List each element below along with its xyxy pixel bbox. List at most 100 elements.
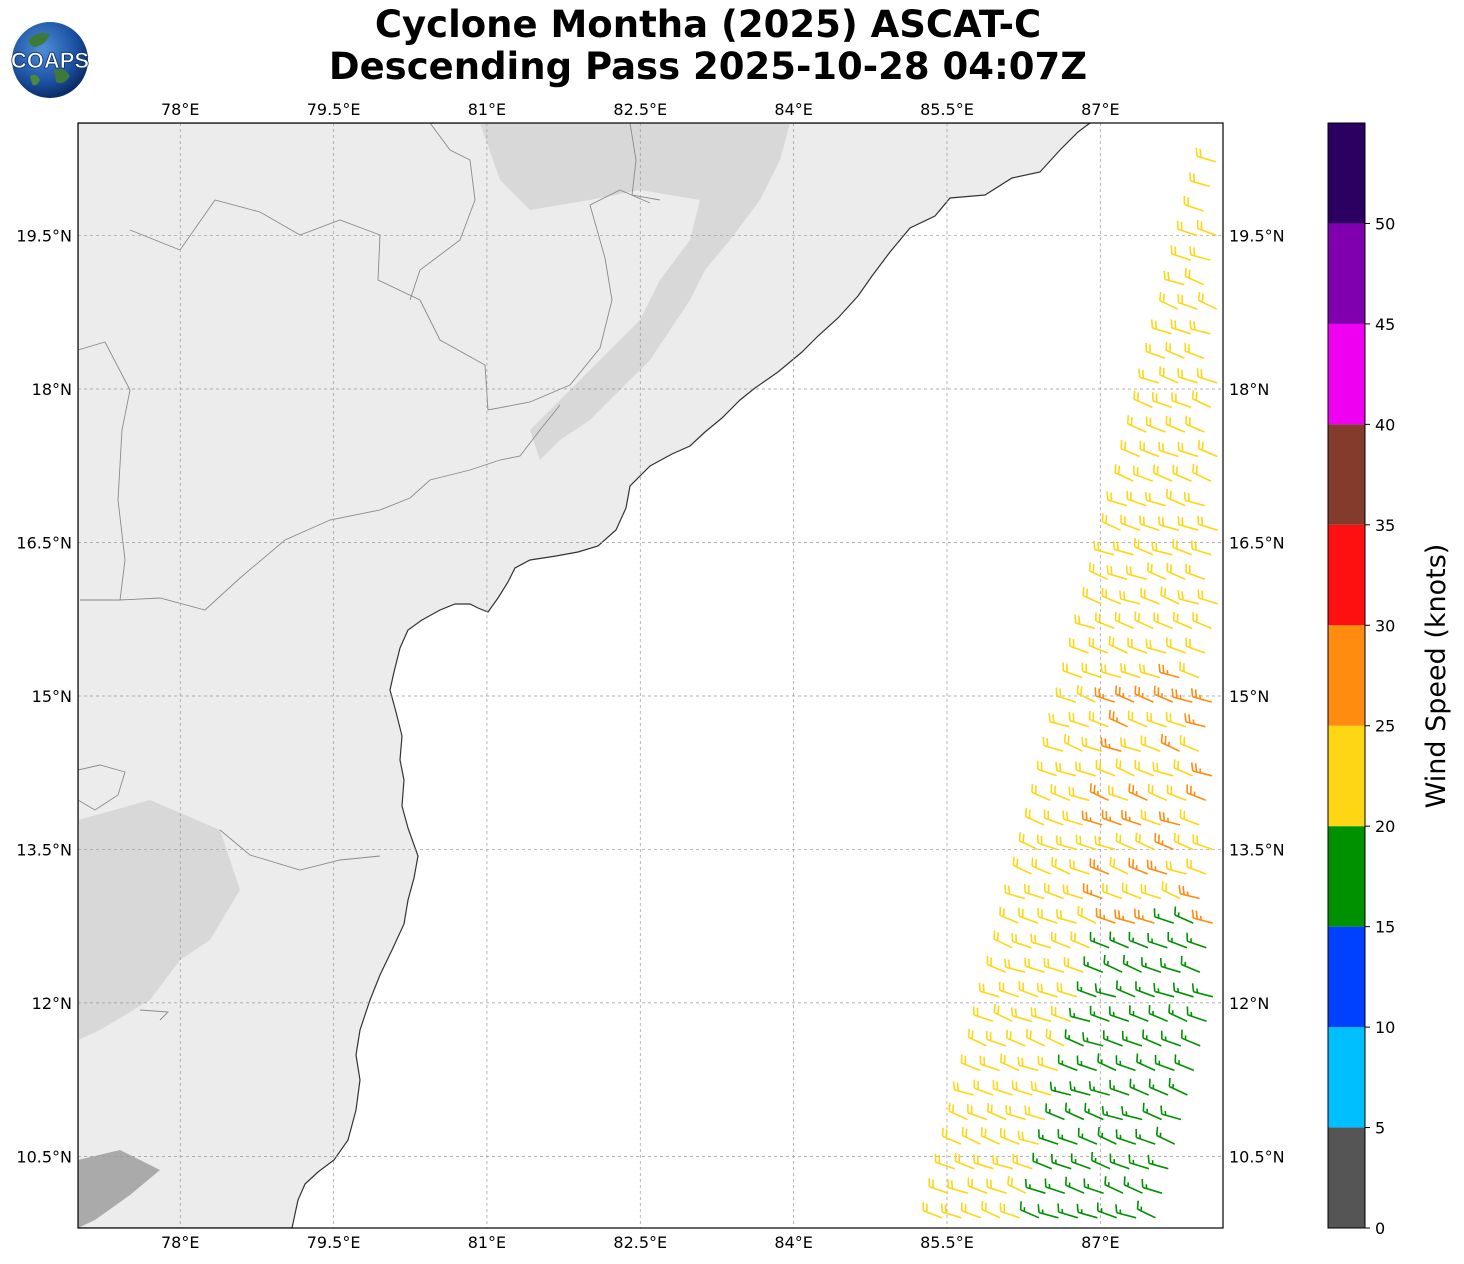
wind-barb	[999, 1128, 1020, 1145]
wind-barb	[1138, 368, 1160, 384]
wind-barb	[1158, 441, 1179, 458]
wind-barb	[1102, 1030, 1123, 1047]
wind-barb	[1064, 1029, 1084, 1047]
wind-barb	[1068, 1007, 1091, 1023]
wind-barb	[1168, 1077, 1188, 1096]
wind-barb	[948, 1102, 968, 1121]
wind-barb	[1019, 1201, 1040, 1219]
svg-text:COAPS: COAPS	[11, 48, 89, 73]
wind-barb	[1157, 516, 1180, 531]
wind-barb	[1093, 541, 1115, 556]
wind-barb	[986, 955, 1007, 973]
wind-barb	[1167, 932, 1188, 949]
wind-barb	[1166, 489, 1186, 507]
wind-barb	[1070, 931, 1091, 949]
wind-barb	[1139, 515, 1160, 531]
wind-barb	[1126, 415, 1147, 433]
wind-barb	[1147, 932, 1168, 949]
wind-barb	[1119, 590, 1141, 605]
wind-barb	[1070, 1153, 1091, 1170]
wind-barb	[979, 1055, 1000, 1072]
wind-barb	[1159, 957, 1181, 973]
wind-barb	[1031, 783, 1051, 802]
wind-barb	[1120, 440, 1140, 458]
lon-tick-label: 82.5°E	[613, 100, 667, 119]
wind-barb	[1177, 293, 1198, 310]
wind-barb	[972, 1154, 994, 1170]
wind-barb	[1166, 562, 1186, 581]
wind-barb	[1190, 762, 1213, 777]
colorbar-tick-label: 20	[1375, 817, 1395, 836]
wind-barb	[1148, 1078, 1169, 1096]
wind-barb	[1192, 463, 1212, 482]
wind-barb	[1051, 1005, 1071, 1023]
wind-barb	[1186, 858, 1207, 875]
wind-barb	[1133, 390, 1153, 409]
wind-barb	[1134, 611, 1154, 630]
wind-barb	[1108, 635, 1128, 654]
wind-barb	[1076, 1055, 1097, 1072]
wind-barb	[967, 1177, 988, 1194]
lat-tick-label: 18°N	[32, 380, 72, 399]
wind-barb	[1084, 1102, 1104, 1121]
wind-barb	[1024, 1178, 1046, 1194]
wind-barb	[1121, 1105, 1143, 1121]
wind-barb	[1115, 980, 1136, 998]
wind-barb	[1196, 368, 1218, 384]
wind-barb	[1165, 712, 1187, 728]
wind-barb	[1114, 464, 1134, 482]
wind-barb	[1012, 856, 1032, 875]
lat-tick-label: 12°N	[1229, 994, 1269, 1013]
wind-barb	[1191, 983, 1214, 998]
wind-barb	[1165, 341, 1185, 360]
wind-barb	[954, 1152, 975, 1170]
wind-barb	[1140, 735, 1161, 752]
wind-barb	[1153, 908, 1175, 924]
wind-barb	[1076, 1203, 1098, 1219]
wind-barb	[1109, 1079, 1130, 1096]
wind-barb	[1030, 1007, 1052, 1023]
wind-barb	[1010, 1007, 1032, 1023]
wind-barb	[1190, 540, 1212, 556]
wind-barb	[1075, 834, 1097, 851]
colorbar-tick-label: 50	[1375, 214, 1395, 233]
wind-barb	[1184, 342, 1205, 360]
lat-labels-right: 19.5°N 18°N 16.5°N 15°N 13.5°N 12°N 10.5°N	[1229, 227, 1285, 1167]
wind-barb	[1151, 392, 1173, 409]
wind-barb	[1055, 909, 1077, 924]
state-borders	[78, 123, 661, 1021]
wind-barb	[1135, 832, 1155, 851]
wind-barb	[1150, 319, 1172, 335]
wind-barb	[1179, 735, 1200, 752]
wind-barb	[1094, 835, 1116, 851]
wind-barb	[1074, 614, 1096, 630]
wind-barb	[1064, 1102, 1085, 1121]
wind-barb	[998, 981, 1019, 998]
wind-barb	[1011, 932, 1032, 949]
lon-tick-label: 84°E	[774, 1233, 812, 1252]
colorbar-tick-label: 15	[1375, 918, 1395, 937]
wind-barb	[1055, 762, 1077, 777]
wind-barb	[1097, 1053, 1117, 1072]
wind-barb	[1140, 587, 1160, 605]
colorbar-bin	[1328, 625, 1365, 726]
lat-tick-label: 13.5°N	[16, 840, 72, 859]
wind-barb	[1173, 832, 1194, 851]
wind-barb	[1178, 885, 1200, 900]
wind-barb	[1104, 1176, 1124, 1194]
lat-tick-label: 15°N	[1229, 687, 1269, 706]
colorbar: 0 5 10 15 20 25 30 35 40 45 50	[1327, 122, 1395, 1238]
wind-barb	[980, 1127, 1001, 1145]
wind-barb	[1135, 1128, 1156, 1145]
lat-tick-label: 10.5°N	[1229, 1147, 1285, 1166]
colorbar-bin	[1328, 826, 1365, 927]
wind-barb	[1024, 1105, 1046, 1121]
wind-barb	[1172, 612, 1193, 630]
wind-barb	[1109, 931, 1129, 949]
wind-barb	[1068, 637, 1089, 654]
wind-barb	[1081, 810, 1103, 826]
colorbar-tick-label: 0	[1375, 1219, 1385, 1238]
wind-barb	[1088, 1081, 1110, 1096]
wind-barb	[1189, 320, 1211, 335]
